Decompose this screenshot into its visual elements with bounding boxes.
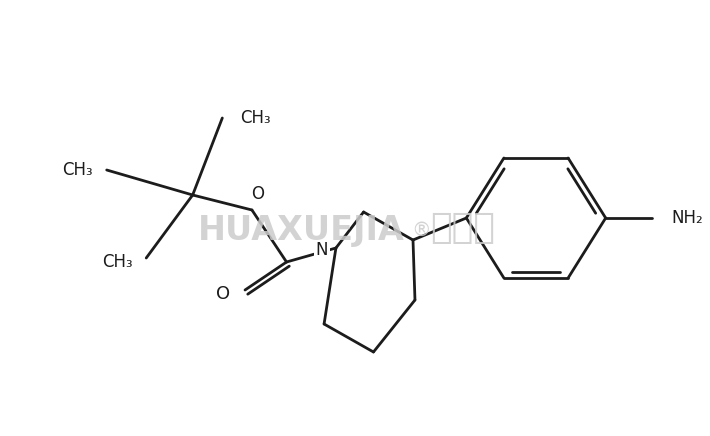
Text: NH₂: NH₂ xyxy=(672,209,704,227)
Text: 化学加: 化学加 xyxy=(430,211,495,245)
Text: N: N xyxy=(315,241,328,259)
Text: HUAXUEJIA: HUAXUEJIA xyxy=(197,214,405,246)
Text: O: O xyxy=(217,285,230,303)
Text: CH₃: CH₃ xyxy=(102,253,132,271)
Text: CH₃: CH₃ xyxy=(62,161,93,179)
Text: O: O xyxy=(251,185,264,203)
Text: CH₃: CH₃ xyxy=(240,109,271,127)
Text: ®: ® xyxy=(411,221,431,239)
